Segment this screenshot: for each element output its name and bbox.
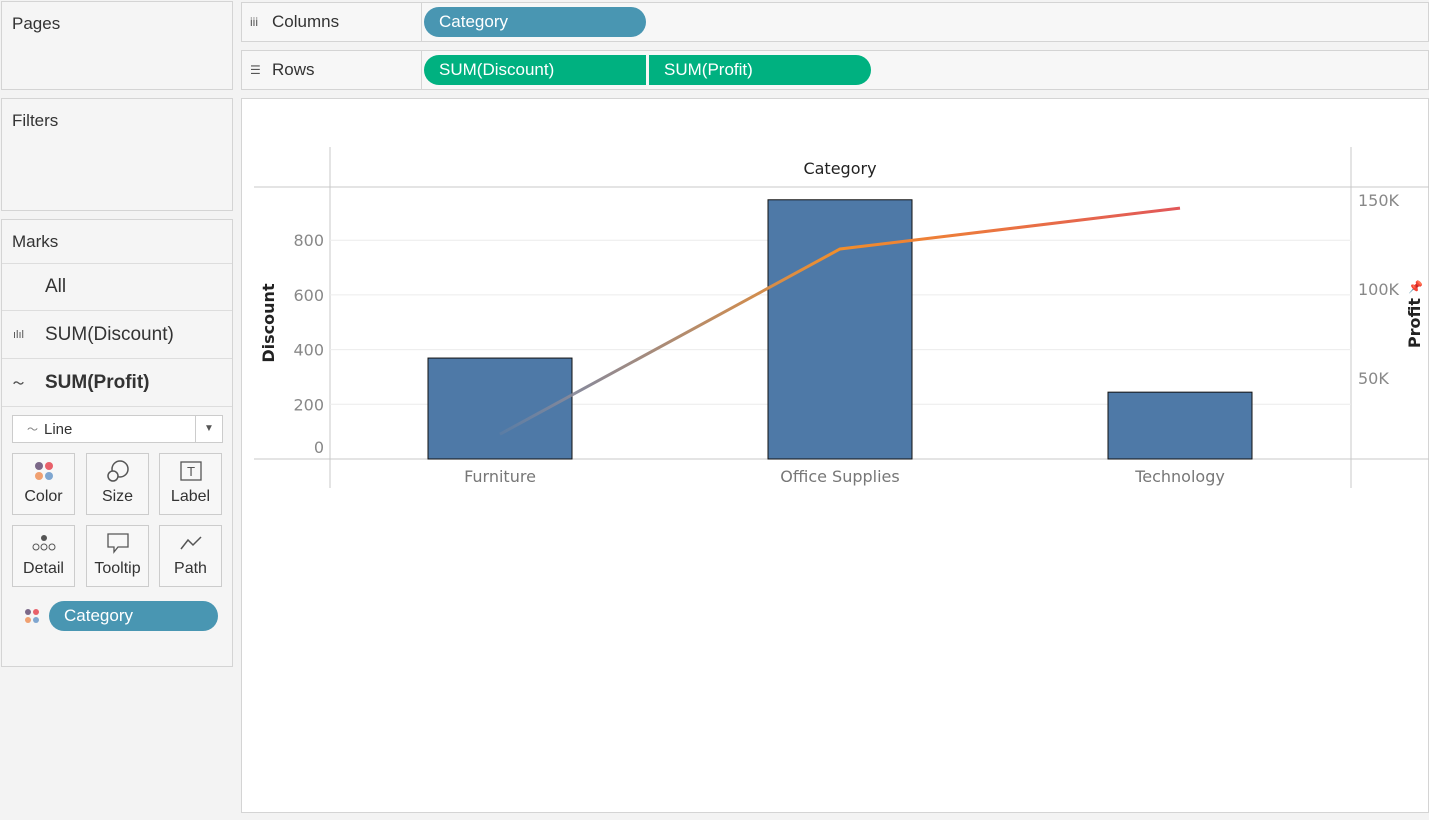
pin-icon: 📌 [1408, 279, 1423, 294]
category-tick: Furniture [464, 467, 536, 486]
marks-title: Marks [12, 232, 59, 251]
bar-office-supplies [767, 199, 913, 460]
category-tick: Office Supplies [780, 467, 899, 486]
mark-type-value: Line [44, 420, 73, 438]
rows-profit-pill[interactable]: SUM(Profit) [649, 55, 871, 85]
bar-chart-icon: ılıl [13, 328, 24, 341]
color-category-pill[interactable]: Category [49, 601, 218, 631]
left-axis-title[interactable]: Discount [259, 283, 278, 363]
detail-icon [13, 526, 74, 560]
rows-shelf: ☰ Rows SUM(Discount) SUM(Profit) [241, 50, 1429, 90]
category-tick: Technology [1134, 467, 1225, 486]
detail-label: Detail [23, 560, 64, 577]
left-axis-tick: 800 [293, 231, 324, 250]
pages-title: Pages [12, 14, 61, 33]
line-icon: 〜 [27, 424, 38, 436]
filters-card[interactable]: Filters [1, 98, 233, 211]
color-label: Color [24, 488, 63, 505]
filters-title: Filters [12, 111, 59, 130]
bar-furniture [427, 357, 573, 460]
mark-type-dropdown[interactable]: 〜 Line ▼ [12, 415, 223, 443]
bar-technology [1107, 391, 1253, 460]
detail-button[interactable]: Detail [12, 525, 75, 587]
path-label: Path [174, 560, 207, 577]
svg-text:T: T [186, 465, 195, 479]
size-label: Size [101, 488, 134, 505]
pages-card[interactable]: Pages [1, 1, 233, 90]
marks-profit-label: SUM(Profit) [45, 371, 150, 393]
rows-icon: ☰ [250, 63, 261, 77]
columns-label: Columns [272, 12, 340, 31]
line-chart-icon: 〜 [13, 377, 24, 390]
path-icon [160, 526, 221, 560]
left-axis-tick: 0 [314, 438, 324, 457]
left-axis-tick: 400 [293, 341, 324, 360]
columns-category-pill[interactable]: Category [424, 7, 646, 37]
size-button[interactable]: Size [86, 453, 149, 515]
color-icon [24, 608, 40, 629]
columns-shelf: iii Columns Category [241, 2, 1429, 42]
marks-discount-label: SUM(Discount) [45, 323, 174, 345]
marks-sum-profit[interactable]: 〜 SUM(Profit) [2, 359, 232, 407]
right-axis-title[interactable]: Profit [1405, 298, 1424, 348]
color-icon [13, 454, 74, 488]
label-icon: T [160, 454, 221, 488]
size-icon [87, 454, 148, 488]
marks-all-label: All [45, 275, 67, 297]
right-axis-tick: 100K [1358, 280, 1400, 299]
chevron-down-icon[interactable]: ▼ [195, 416, 222, 442]
label-button[interactable]: T Label [159, 453, 222, 515]
marks-card: Marks All ılıl SUM(Discount) 〜 SUM(Profit)… [1, 219, 233, 667]
color-button[interactable]: Color [12, 453, 75, 515]
left-axis-tick: 600 [293, 286, 324, 305]
tooltip-label: Tooltip [94, 560, 141, 577]
left-axis-tick: 200 [293, 395, 324, 414]
combo-chart: Category Discount Profit 📌 0 200 400 600 800… [254, 147, 1429, 488]
marks-sum-discount[interactable]: ılıl SUM(Discount) [2, 311, 232, 359]
right-axis-tick: 150K [1358, 191, 1400, 210]
rows-discount-pill[interactable]: SUM(Discount) [424, 55, 646, 85]
right-axis-tick: 50K [1358, 369, 1389, 388]
path-button[interactable]: Path [159, 525, 222, 587]
rows-label: Rows [272, 60, 315, 79]
column-header: Category [803, 159, 876, 178]
chart-view: Category Discount Profit 📌 0 200 400 600 800… [241, 98, 1429, 813]
marks-all[interactable]: All [2, 263, 232, 311]
label-label: Label [170, 488, 211, 505]
tooltip-button[interactable]: Tooltip [86, 525, 149, 587]
tooltip-icon [87, 526, 148, 560]
columns-icon: iii [250, 15, 258, 29]
